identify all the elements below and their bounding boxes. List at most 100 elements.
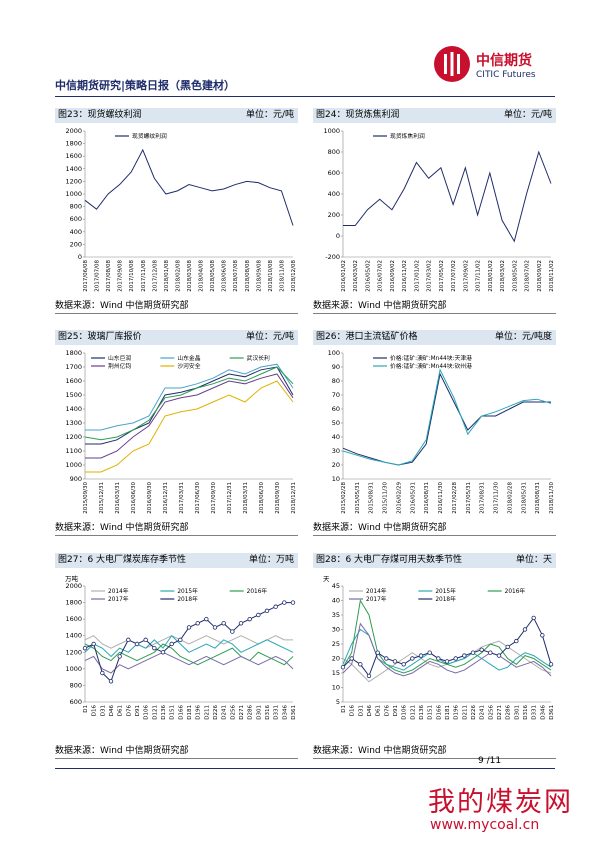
legend-label: 2015年 bbox=[177, 587, 198, 595]
x-tick-label: D166 bbox=[436, 705, 442, 720]
y-tick-label: 600 bbox=[328, 169, 340, 177]
figure-unit: 单位：天 bbox=[515, 555, 552, 565]
x-tick-label: 2018/03/02 bbox=[500, 260, 506, 292]
x-tick-label: 2018/04/08 bbox=[199, 260, 205, 292]
series-marker bbox=[444, 659, 450, 664]
y-tick-label: 30 bbox=[332, 626, 340, 634]
series-marker bbox=[238, 621, 244, 626]
x-tick-label: D121 bbox=[410, 705, 416, 720]
y-tick-label: 1400 bbox=[65, 405, 82, 413]
x-tick-label: D271 bbox=[497, 705, 503, 720]
x-tick-label: 2015/08/31 bbox=[369, 482, 375, 514]
x-tick-label: 2018/01/08 bbox=[164, 260, 170, 292]
x-tick-label: D196 bbox=[454, 705, 460, 720]
y-tick-label: 1000 bbox=[323, 127, 340, 135]
x-tick-label: D196 bbox=[196, 705, 202, 720]
y-tick-label: -200 bbox=[325, 253, 340, 261]
series-marker bbox=[82, 645, 88, 651]
series-marker bbox=[470, 650, 476, 655]
x-tick-label: D16 bbox=[92, 705, 98, 717]
x-tick-label: 2018/09/02 bbox=[537, 260, 543, 292]
series-marker bbox=[264, 608, 270, 614]
x-tick-label: D241 bbox=[222, 705, 228, 720]
series-marker bbox=[479, 647, 484, 652]
x-tick-label: D151 bbox=[428, 705, 434, 720]
figure-title-bar: 图23：现货螺纹利润 单位：元/吨 bbox=[55, 108, 298, 123]
y-tick-label: 5 bbox=[336, 698, 340, 706]
page-number: 9 /11 bbox=[478, 756, 502, 766]
y-tick-label: 40 bbox=[332, 433, 340, 441]
series-line bbox=[84, 148, 294, 226]
series-marker bbox=[108, 679, 114, 684]
y-tick-label: 1600 bbox=[65, 615, 82, 623]
x-tick-label: D106 bbox=[402, 705, 408, 720]
x-tick-label: D151 bbox=[170, 705, 176, 720]
y-tick-label: 1000 bbox=[65, 461, 82, 469]
y-tick-label: 10 bbox=[332, 475, 340, 483]
y-tick-label: 200 bbox=[70, 240, 82, 248]
x-tick-label: 2015/12/31 bbox=[99, 482, 105, 514]
y-tick-label: 20 bbox=[332, 655, 340, 663]
figure-title: 图27：6 大电厂煤炭库存季节性 bbox=[58, 555, 187, 565]
y-tick-label: 1700 bbox=[65, 363, 82, 371]
x-tick-label: 2015/11/30 bbox=[383, 482, 389, 514]
x-tick-label: 2017/11/02 bbox=[476, 260, 482, 292]
series-marker bbox=[186, 625, 192, 630]
x-tick-label: 2018/02/28 bbox=[507, 482, 513, 514]
x-tick-label: 2015/02/28 bbox=[341, 482, 347, 514]
figure-unit: 单位：元/吨 bbox=[245, 110, 294, 120]
legend-label: 2016年 bbox=[247, 587, 268, 595]
x-tick-label: 2017/10/08 bbox=[129, 260, 135, 292]
x-tick-label: 2017/12/31 bbox=[227, 482, 233, 514]
y-tick-label: 60 bbox=[332, 405, 340, 413]
legend-label: 现货炼焦利润 bbox=[390, 132, 425, 140]
x-tick-label: 2017/09/02 bbox=[463, 260, 469, 292]
chart: -200 0 200 400 600 800 1000 2016/01/02 2016/03/0… bbox=[323, 127, 555, 292]
logo-bar bbox=[450, 52, 454, 76]
series-marker bbox=[178, 637, 183, 643]
y-tick-label: 30 bbox=[332, 447, 340, 455]
series-line bbox=[342, 616, 552, 677]
series-marker bbox=[436, 656, 441, 661]
series-line bbox=[85, 363, 294, 431]
series-line bbox=[342, 372, 551, 466]
x-tick-label: 2017/09/08 bbox=[118, 260, 124, 292]
x-tick-label: 2017/12/08 bbox=[152, 260, 158, 292]
x-tick-label: 2017/08/08 bbox=[106, 260, 112, 292]
x-tick-label: 2017/09/30 bbox=[211, 482, 217, 514]
x-tick-label: D256 bbox=[230, 705, 236, 720]
x-tick-label: D46 bbox=[109, 705, 115, 717]
series-marker bbox=[126, 637, 131, 643]
figure-source: 数据来源：Wind 中信期货研究部 bbox=[55, 522, 298, 536]
x-tick-label: 2018/06/08 bbox=[222, 260, 228, 292]
series-line bbox=[85, 373, 294, 459]
x-tick-label: 2018/02/08 bbox=[175, 260, 181, 292]
x-tick-label: 2015/05/31 bbox=[355, 482, 361, 514]
y-tick-label: 2000 bbox=[65, 127, 82, 135]
x-tick-label: 2016/05/31 bbox=[410, 482, 416, 514]
legend-label: 2018年 bbox=[177, 595, 198, 603]
x-tick-label: 2017/05/02 bbox=[439, 260, 445, 292]
logo-bar bbox=[457, 54, 460, 74]
footer-rule bbox=[55, 768, 555, 769]
legend-label: 山东金晶 bbox=[177, 354, 200, 362]
y-tick-label: 1600 bbox=[65, 152, 82, 160]
chart: 0 200 400 600 800 1000 1200 1400 1600 1800 2000 201… bbox=[65, 127, 297, 292]
series-marker bbox=[195, 621, 200, 626]
series-marker bbox=[410, 656, 415, 661]
x-tick-label: D16 bbox=[350, 705, 356, 717]
y-tick-label: 1800 bbox=[65, 599, 82, 607]
y-tick-label: 1500 bbox=[65, 391, 82, 399]
y-tick-label: 800 bbox=[328, 148, 340, 156]
x-tick-label: 2017/08/31 bbox=[480, 482, 486, 514]
legend-label: 2017年 bbox=[366, 595, 387, 603]
x-tick-label: 2018/08/31 bbox=[535, 482, 541, 514]
figure-unit: 单位：元/吨 bbox=[245, 332, 294, 342]
series-marker bbox=[349, 656, 354, 661]
x-tick-label: 2018/11/30 bbox=[549, 482, 555, 514]
x-tick-label: D76 bbox=[126, 705, 132, 717]
y-tick-label: 1200 bbox=[65, 433, 82, 441]
x-tick-label: D61 bbox=[376, 705, 382, 716]
x-tick-label: D181 bbox=[187, 705, 193, 720]
